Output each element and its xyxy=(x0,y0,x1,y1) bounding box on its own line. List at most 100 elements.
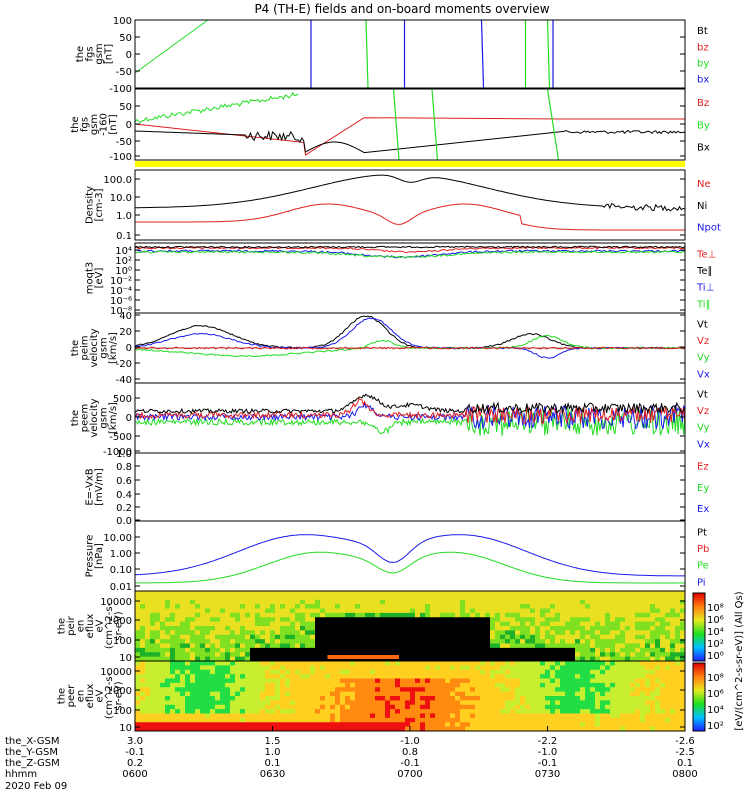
heatmap-cell xyxy=(610,595,616,601)
heatmap-cell xyxy=(390,687,396,693)
ylabel-line: en xyxy=(76,690,87,703)
heatmap-cell xyxy=(205,722,211,728)
heatmap-cell xyxy=(290,647,296,653)
heatmap-cell xyxy=(585,626,591,631)
heatmap-cell xyxy=(505,669,511,675)
heatmap-cell xyxy=(545,713,551,719)
heatmap-cell xyxy=(315,599,321,605)
heatmap-cell xyxy=(200,639,206,644)
heatmap-cell xyxy=(145,726,151,731)
heatmap-cell xyxy=(545,626,551,631)
heatmap-cell xyxy=(650,713,656,719)
heatmap-cell xyxy=(190,630,196,636)
heatmap-cell xyxy=(355,599,361,605)
heatmap-cell xyxy=(555,656,561,661)
heatmap-cell xyxy=(210,661,216,666)
legend-label-Vz: Vz xyxy=(697,336,709,347)
heatmap-cell xyxy=(605,704,611,710)
heatmap-cell xyxy=(420,696,426,701)
heatmap-cell xyxy=(160,617,166,623)
heatmap-cell xyxy=(380,634,386,640)
heatmap-cell xyxy=(605,639,611,644)
colorbar-tick: 10⁶ xyxy=(707,689,724,700)
heatmap-cell xyxy=(425,700,431,706)
heatmap-cell xyxy=(490,656,496,661)
heatmap-cell xyxy=(280,652,286,658)
heatmap-cell xyxy=(675,709,681,714)
heatmap-cell xyxy=(520,608,526,614)
heatmap-cell xyxy=(255,700,261,706)
heatmap-cell xyxy=(410,704,416,710)
heatmap-cell xyxy=(650,665,656,671)
heatmap-cell xyxy=(250,700,256,706)
heatmap-cell xyxy=(640,639,646,644)
heatmap-cell xyxy=(535,652,541,658)
heatmap-cell xyxy=(545,722,551,728)
heatmap-cell xyxy=(435,682,441,688)
heatmap-cell xyxy=(145,639,151,644)
heatmap-cell xyxy=(560,726,566,731)
heatmap-cell xyxy=(235,612,241,618)
heatmap-cell xyxy=(375,652,381,658)
heatmap-cell xyxy=(200,617,206,623)
heatmap-cell xyxy=(475,726,481,731)
heatmap-cell xyxy=(295,591,301,596)
heatmap-cell xyxy=(365,617,371,623)
heatmap-cell xyxy=(670,612,676,618)
heatmap-cell xyxy=(270,665,276,671)
heatmap-cell xyxy=(570,691,576,697)
heatmap-cell xyxy=(135,726,141,731)
heatmap-cell xyxy=(520,647,526,653)
heatmap-cell xyxy=(275,687,281,693)
heatmap-cell xyxy=(440,726,446,731)
heatmap-cell xyxy=(590,691,596,697)
heatmap-cell xyxy=(470,639,476,644)
heatmap-cell xyxy=(360,717,366,723)
heatmap-cell xyxy=(235,674,241,679)
heatmap-cell xyxy=(200,687,206,693)
heatmap-cell xyxy=(605,709,611,714)
heatmap-cell xyxy=(400,643,406,649)
heatmap-cell xyxy=(575,612,581,618)
heatmap-cell xyxy=(160,656,166,661)
heatmap-cell xyxy=(240,656,246,661)
heatmap-cell xyxy=(285,682,291,688)
heatmap-cell xyxy=(450,678,456,684)
heatmap-cell xyxy=(485,612,491,618)
heatmap-cell xyxy=(440,612,446,618)
heatmap-cell xyxy=(390,612,396,618)
heatmap-cell xyxy=(380,713,386,719)
heatmap-cell xyxy=(195,612,201,618)
heatmap-cell xyxy=(445,696,451,701)
heatmap-cell xyxy=(580,643,586,649)
heatmap-cell xyxy=(355,678,361,684)
heatmap-cell xyxy=(510,630,516,636)
heatmap-cell xyxy=(495,682,501,688)
heatmap-cell xyxy=(420,612,426,618)
heatmap-cell xyxy=(495,621,501,627)
heatmap-cell xyxy=(615,604,621,609)
heatmap-cell xyxy=(520,626,526,631)
heatmap-cell xyxy=(565,691,571,697)
heatmap-cell xyxy=(355,713,361,719)
heatmap-cell xyxy=(475,700,481,706)
heatmap-cell xyxy=(460,669,466,675)
heatmap-cell xyxy=(500,656,506,661)
heatmap-cell xyxy=(310,608,316,614)
heatmap-cell xyxy=(180,726,186,731)
heatmap-cell xyxy=(375,709,381,714)
heatmap-cell xyxy=(315,634,321,640)
heatmap-cell xyxy=(665,687,671,693)
heatmap-cell xyxy=(185,643,191,649)
heatmap-cell xyxy=(490,608,496,614)
heatmap-cell xyxy=(465,665,471,671)
heatmap-cell xyxy=(665,678,671,684)
heatmap-cell xyxy=(325,626,331,631)
heatmap-cell xyxy=(410,722,416,728)
heatmap-cell xyxy=(655,713,661,719)
heatmap-cell xyxy=(250,691,256,697)
heatmap-cell xyxy=(670,713,676,719)
heatmap-cell xyxy=(245,682,251,688)
heatmap-cell xyxy=(140,696,146,701)
heatmap-cell xyxy=(375,669,381,675)
